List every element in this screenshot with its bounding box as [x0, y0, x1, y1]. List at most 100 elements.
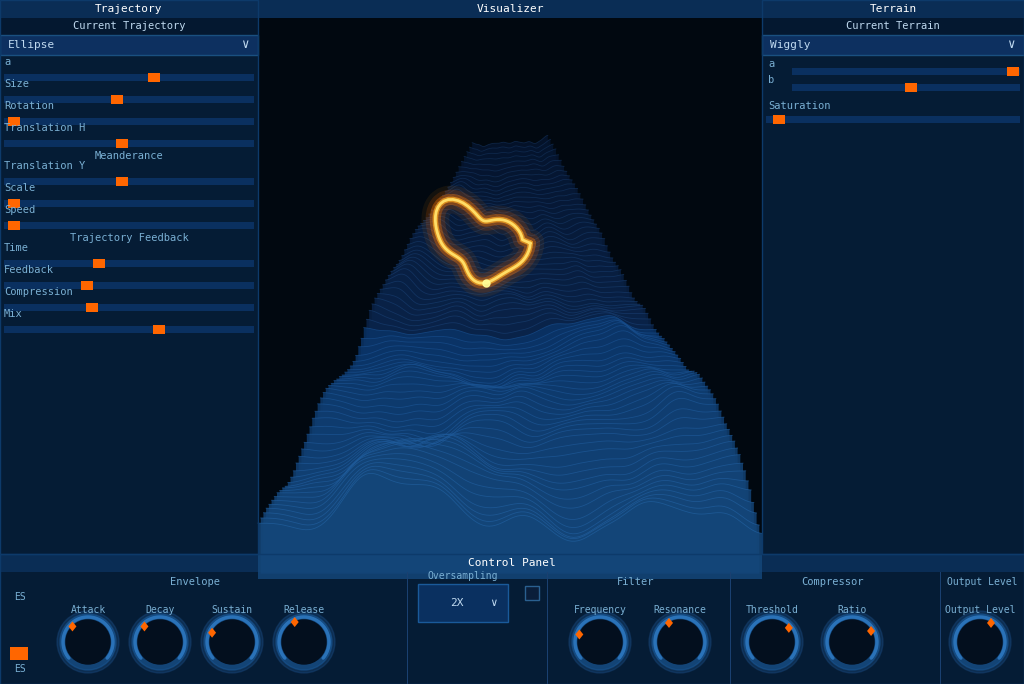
Circle shape [273, 611, 335, 673]
Text: Speed: Speed [4, 205, 35, 215]
Polygon shape [454, 170, 566, 192]
Polygon shape [263, 466, 757, 568]
Polygon shape [261, 470, 759, 574]
Bar [8, 117, 20, 126]
Text: Output Level: Output Level [947, 577, 1017, 587]
Text: ∨: ∨ [243, 38, 250, 51]
Bar [8, 221, 20, 230]
Bar [766, 116, 1020, 123]
Bar [762, 0, 1024, 554]
Polygon shape [304, 391, 716, 488]
Polygon shape [370, 311, 651, 359]
Bar [4, 282, 254, 289]
Circle shape [201, 611, 263, 673]
Bar [904, 83, 916, 92]
Polygon shape [324, 371, 697, 450]
Polygon shape [353, 323, 667, 391]
Bar [153, 325, 165, 334]
Text: Mix: Mix [4, 309, 23, 319]
Circle shape [949, 611, 1011, 673]
Bar [0, 0, 258, 18]
Polygon shape [423, 219, 597, 252]
Polygon shape [329, 367, 691, 439]
Bar [0, 18, 258, 35]
Polygon shape [451, 175, 569, 198]
Bar [258, 0, 762, 554]
Polygon shape [399, 254, 621, 300]
Circle shape [578, 620, 622, 664]
Polygon shape [350, 326, 670, 397]
Bar [258, 18, 762, 554]
Polygon shape [301, 398, 719, 493]
Bar [1008, 67, 1019, 76]
Text: ∨: ∨ [1009, 38, 1016, 51]
Polygon shape [347, 331, 673, 402]
Text: Feedback: Feedback [4, 265, 54, 275]
Circle shape [210, 620, 254, 664]
Bar [525, 586, 539, 600]
Text: Ellipse: Ellipse [8, 40, 55, 50]
Circle shape [658, 620, 702, 664]
Polygon shape [140, 622, 148, 631]
Polygon shape [445, 184, 574, 209]
Bar [0, 554, 1024, 572]
Polygon shape [280, 440, 740, 536]
Polygon shape [372, 304, 648, 354]
Circle shape [129, 611, 191, 673]
Circle shape [138, 620, 182, 664]
Text: Oversampling: Oversampling [428, 571, 499, 581]
Text: Size: Size [4, 79, 29, 89]
Bar [4, 260, 254, 267]
Polygon shape [421, 222, 599, 257]
Bar [762, 0, 1024, 18]
Circle shape [57, 611, 119, 673]
Bar [4, 304, 254, 311]
Polygon shape [434, 205, 586, 230]
Polygon shape [342, 346, 678, 412]
Polygon shape [459, 160, 561, 182]
Text: Trajectory Feedback: Trajectory Feedback [70, 233, 188, 243]
Circle shape [66, 620, 110, 664]
Text: Filter: Filter [617, 577, 654, 587]
Bar [93, 259, 105, 268]
Polygon shape [467, 144, 553, 166]
Circle shape [750, 620, 794, 664]
Polygon shape [364, 315, 656, 369]
Text: b: b [768, 75, 774, 85]
Polygon shape [391, 264, 629, 316]
Polygon shape [375, 298, 645, 348]
Circle shape [958, 620, 1002, 664]
Bar [116, 177, 128, 186]
Circle shape [744, 614, 800, 670]
Polygon shape [784, 623, 793, 633]
Polygon shape [867, 626, 876, 636]
Bar [0, 554, 1024, 684]
Polygon shape [393, 261, 627, 311]
Text: Rotation: Rotation [4, 101, 54, 111]
Polygon shape [296, 417, 724, 504]
Text: Scale: Scale [4, 183, 35, 193]
Bar [258, 0, 762, 18]
Polygon shape [361, 317, 659, 375]
Polygon shape [383, 281, 637, 332]
Bar [4, 74, 254, 81]
Polygon shape [396, 257, 624, 305]
Bar [85, 303, 97, 312]
Polygon shape [456, 166, 564, 187]
Polygon shape [469, 140, 551, 160]
Polygon shape [358, 320, 662, 380]
Text: a: a [4, 57, 10, 67]
Text: Wiggly: Wiggly [770, 40, 811, 50]
Bar [4, 96, 254, 103]
Text: Terrain: Terrain [869, 4, 916, 14]
Bar [0, 0, 258, 554]
Polygon shape [307, 386, 713, 482]
Polygon shape [987, 618, 995, 628]
Bar [116, 139, 128, 148]
Text: Current Terrain: Current Terrain [846, 21, 940, 31]
Bar [792, 84, 1020, 91]
Polygon shape [309, 384, 711, 477]
Bar [762, 18, 1024, 35]
Bar [762, 35, 1024, 55]
Text: ES: ES [14, 592, 26, 602]
